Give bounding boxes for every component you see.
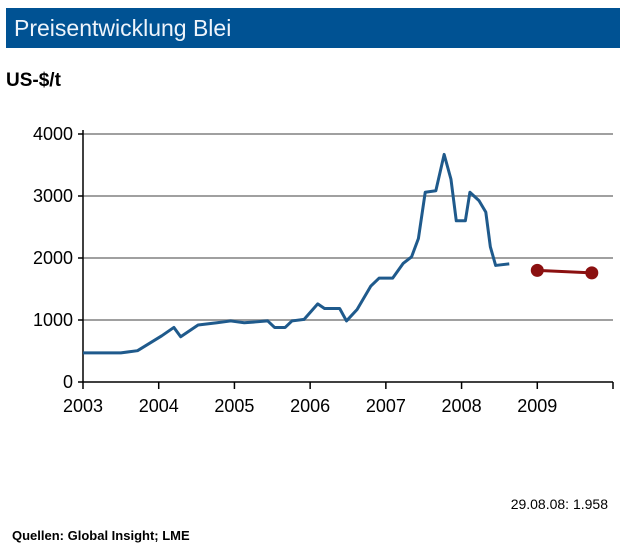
- forecast-point: [530, 263, 544, 277]
- x-tick-label: 2003: [63, 396, 103, 416]
- forecast-point: [585, 266, 599, 280]
- x-tick-label: 2006: [290, 396, 330, 416]
- source-note: Quellen: Global Insight; LME: [12, 528, 190, 543]
- latest-price-note: 29.08.08: 1.958: [510, 496, 608, 512]
- y-tick-label: 0: [63, 372, 73, 392]
- y-tick-label: 3000: [33, 186, 73, 206]
- x-tick-label: 2004: [139, 396, 179, 416]
- y-tick-label: 4000: [33, 124, 73, 144]
- y-axis-label: US-$/t: [6, 70, 61, 91]
- x-tick-label: 2009: [517, 396, 557, 416]
- x-tick-label: 2007: [366, 396, 406, 416]
- chart-title: Preisentwicklung Blei: [6, 8, 620, 48]
- x-tick-label: 2005: [214, 396, 254, 416]
- x-tick-label: 2008: [442, 396, 482, 416]
- y-tick-label: 2000: [33, 248, 73, 268]
- y-tick-label: 1000: [33, 310, 73, 330]
- forecast-line: [537, 268, 592, 275]
- price-history-line: [83, 152, 510, 355]
